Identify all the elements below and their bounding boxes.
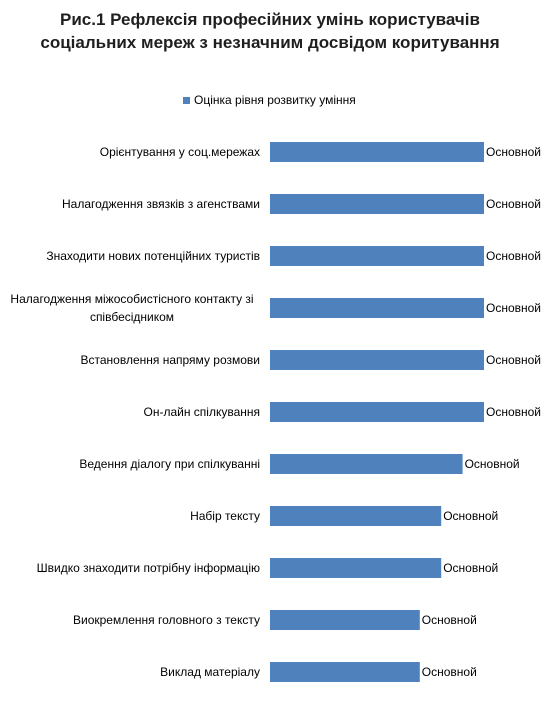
category-label-box: Налагодження звязків з агенствами <box>4 184 260 224</box>
bar <box>270 194 484 214</box>
data-label: Основной <box>486 197 541 211</box>
y-tick-label: Набір тексту <box>190 509 260 523</box>
y-tick-label: Он-лайн спілкування <box>143 405 260 419</box>
data-label: Основной <box>443 561 498 575</box>
data-label: Основной <box>465 457 520 471</box>
bar <box>270 142 484 162</box>
category-label-box: Знаходити нових потенційних туристів <box>4 236 260 276</box>
chart-title: Рис.1 Рефлексія професійних умінь корист… <box>40 10 500 52</box>
category-label-box: Виокремлення головного з тексту <box>4 600 260 640</box>
category-label-box: Ведення діалогу при спілкуванні <box>4 444 260 484</box>
category-label-box: Он-лайн спілкування <box>4 392 260 432</box>
y-tick-label: Орієнтування у соц.мережах <box>99 145 260 159</box>
bar <box>270 246 484 266</box>
bar <box>270 402 484 422</box>
y-tick-label: Налагодження міжособистісного контакту з… <box>10 292 254 324</box>
data-label: Основной <box>486 145 541 159</box>
data-label: Основной <box>486 353 541 367</box>
y-tick-label: Виклад матеріалу <box>160 665 260 679</box>
category-label-box: Орієнтування у соц.мережах <box>4 132 260 172</box>
y-tick-label: Знаходити нових потенційних туристів <box>46 249 260 263</box>
bar <box>270 558 442 578</box>
legend-label: Оцінка рівня розвитку уміння <box>194 93 356 107</box>
y-tick-label: Ведення діалогу при спілкуванні <box>79 457 260 471</box>
category-label-box: Швидко знаходити потрібну інформацію <box>4 548 260 588</box>
data-label: Основной <box>422 665 477 679</box>
data-label: Основной <box>486 301 541 315</box>
bar <box>270 298 484 318</box>
bar <box>270 662 420 682</box>
bar <box>270 506 442 526</box>
category-label-box: Встановлення напряму розмови <box>4 340 260 380</box>
data-label: Основной <box>443 509 498 523</box>
y-tick-label: Виокремлення головного з тексту <box>72 613 260 627</box>
y-tick-label: Встановлення напряму розмови <box>80 353 260 367</box>
y-tick-label: Швидко знаходити потрібну інформацію <box>36 561 260 575</box>
category-label-box: Виклад матеріалу <box>4 652 260 692</box>
data-label: Основной <box>486 249 541 263</box>
legend-swatch <box>183 97 190 104</box>
data-label: Основной <box>422 613 477 627</box>
data-label: Основной <box>486 405 541 419</box>
category-label-box: Набір тексту <box>4 496 260 536</box>
y-tick-label: Налагодження звязків з агенствами <box>62 197 260 211</box>
bar <box>270 350 484 370</box>
category-label-box: Налагодження міжособистісного контакту з… <box>4 288 260 328</box>
bar <box>270 610 420 630</box>
bar <box>270 454 463 474</box>
